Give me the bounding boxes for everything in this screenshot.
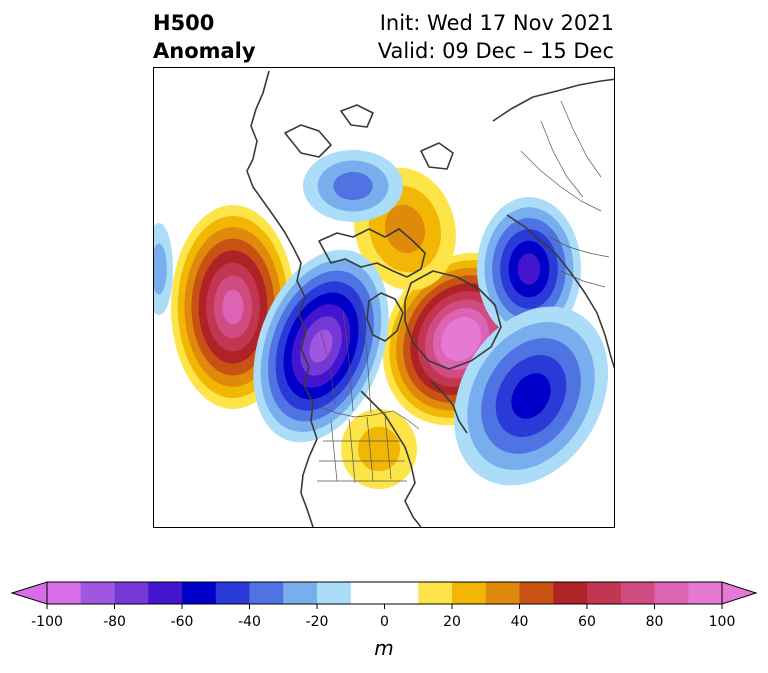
colorbar-tick-label: -80	[103, 614, 126, 630]
contour-level	[517, 253, 541, 285]
alaska-coastline	[246, 70, 294, 248]
colorbar-tick-label: 0	[380, 614, 389, 630]
colorbar-ticks: -100 -80 -60 -40 -20 0 20 40 60 80 100	[31, 604, 735, 630]
negative-anomaly-north-atlantic	[453, 306, 609, 486]
colorbar-cell	[148, 582, 183, 604]
colorbar-cell	[519, 582, 554, 604]
colorbar-extend-min	[10, 581, 48, 605]
colorbar-cell	[182, 582, 217, 604]
colorbar-cell	[47, 582, 82, 604]
canada-province-lines	[320, 300, 372, 414]
colorbar-tick-label: 60	[578, 614, 596, 630]
map-title: H500 Anomaly	[153, 9, 256, 65]
colorbar-cell	[418, 582, 453, 604]
colorbar-cell	[688, 582, 723, 604]
colorbar-cell	[654, 582, 689, 604]
negative-anomaly-west-edge	[154, 223, 173, 315]
colorbar-cell	[80, 582, 115, 604]
colorbar: -100 -80 -60 -40 -20 0 20 40 60 80 100	[10, 581, 758, 630]
contour-level	[384, 204, 426, 254]
positive-anomaly-hudson-bay	[382, 252, 540, 426]
colorbar-cell	[317, 582, 352, 604]
colorbar-cell	[553, 582, 588, 604]
colorbar-tick-label: 20	[443, 614, 461, 630]
greenland-coastline	[404, 270, 502, 370]
us-east-coastline	[360, 390, 422, 527]
positive-anomaly-southeast-us	[341, 409, 417, 489]
arctic-islands-coastline	[284, 104, 454, 170]
colorbar-cell	[452, 582, 487, 604]
canada-us-border	[318, 406, 420, 430]
colorbar-cell	[587, 582, 622, 604]
europe-coastline	[506, 214, 614, 370]
canada-west-coastline	[292, 246, 318, 440]
colorbar-cell	[283, 582, 318, 604]
colorbar-unit: m	[374, 636, 394, 660]
title-variable: H500	[153, 11, 215, 35]
colorbar-tick-label: 40	[511, 614, 529, 630]
colorbar-tick-label: -20	[306, 614, 329, 630]
contour-level	[154, 243, 167, 295]
us-state-lines	[317, 416, 407, 484]
colorbar-tick-label: -40	[238, 614, 261, 630]
colorbar-tick-label: 100	[709, 614, 736, 630]
colorbar-cell	[485, 582, 520, 604]
contour-level	[357, 426, 401, 472]
colorbar-cell	[114, 582, 149, 604]
colorbar-tick-label: -60	[171, 614, 194, 630]
us-west-coastline	[300, 438, 318, 527]
contour-level	[511, 373, 551, 419]
hudson-bay-coastline	[366, 292, 404, 342]
negative-anomaly-western-canada	[253, 249, 389, 443]
colorbar-tick-label: 80	[646, 614, 664, 630]
init-time: Init: Wed 17 Nov 2021	[379, 11, 614, 35]
labrador-coastline	[430, 380, 468, 434]
siberia-coastline	[492, 78, 614, 122]
colorbar-cell	[249, 582, 284, 604]
colorbar-cell	[620, 582, 655, 604]
anomaly-contours	[154, 150, 609, 489]
colorbar-tick-label: -100	[31, 614, 63, 630]
colorbar-extend-max	[721, 581, 758, 605]
contour-level	[449, 326, 473, 352]
negative-anomaly-arctic-ocean	[303, 150, 403, 222]
contour-level	[222, 289, 244, 325]
colorbar-cells	[10, 581, 758, 605]
colorbar-cell	[350, 582, 385, 604]
political-borders	[317, 100, 610, 484]
title-field: Anomaly	[153, 39, 256, 63]
contour-level	[333, 171, 373, 201]
coastlines	[246, 70, 614, 527]
colorbar-cell	[215, 582, 250, 604]
map-panel	[153, 67, 615, 528]
colorbar-cell	[384, 582, 419, 604]
anomaly-map	[154, 70, 614, 527]
valid-period: Valid: 09 Dec – 15 Dec	[377, 39, 614, 63]
eurasia-borders	[520, 100, 610, 288]
canadian-arctic-coastline	[318, 228, 426, 278]
run-info: Init: Wed 17 Nov 2021 Valid: 09 Dec – 15…	[378, 9, 614, 65]
